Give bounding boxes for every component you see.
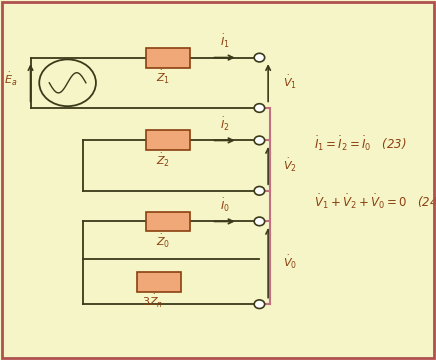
- Circle shape: [39, 59, 96, 106]
- Text: $\dot{V}_1$: $\dot{V}_1$: [283, 74, 297, 91]
- Text: $\dot{I}_1=\dot{I}_2=\dot{I}_0$   (23): $\dot{I}_1=\dot{I}_2=\dot{I}_0$ (23): [314, 135, 406, 153]
- Text: $3\dot{Z}_n$: $3\dot{Z}_n$: [142, 293, 163, 310]
- Text: $\dot{I}_0$: $\dot{I}_0$: [220, 197, 229, 214]
- Text: $\dot{Z}_1$: $\dot{Z}_1$: [157, 69, 170, 86]
- Circle shape: [254, 186, 265, 195]
- Circle shape: [254, 53, 265, 62]
- Bar: [146, 48, 190, 68]
- Circle shape: [254, 217, 265, 226]
- Bar: [146, 211, 190, 231]
- Text: $\dot{V}_1+\dot{V}_2+\dot{V}_0=0$   (24): $\dot{V}_1+\dot{V}_2+\dot{V}_0=0$ (24): [314, 192, 436, 211]
- Text: $\dot{Z}_0$: $\dot{Z}_0$: [157, 233, 170, 250]
- Text: $\dot{E}_a$: $\dot{E}_a$: [4, 71, 17, 88]
- Circle shape: [254, 136, 265, 145]
- Bar: [146, 130, 190, 150]
- Text: $\dot{V}_2$: $\dot{V}_2$: [283, 157, 297, 174]
- Circle shape: [254, 300, 265, 309]
- Text: $\dot{V}_0$: $\dot{V}_0$: [283, 254, 297, 271]
- Text: $\dot{I}_1$: $\dot{I}_1$: [220, 33, 229, 50]
- Bar: [137, 272, 181, 292]
- Text: $\dot{I}_2$: $\dot{I}_2$: [220, 116, 229, 133]
- Text: $\dot{Z}_2$: $\dot{Z}_2$: [157, 152, 170, 169]
- Circle shape: [254, 104, 265, 112]
